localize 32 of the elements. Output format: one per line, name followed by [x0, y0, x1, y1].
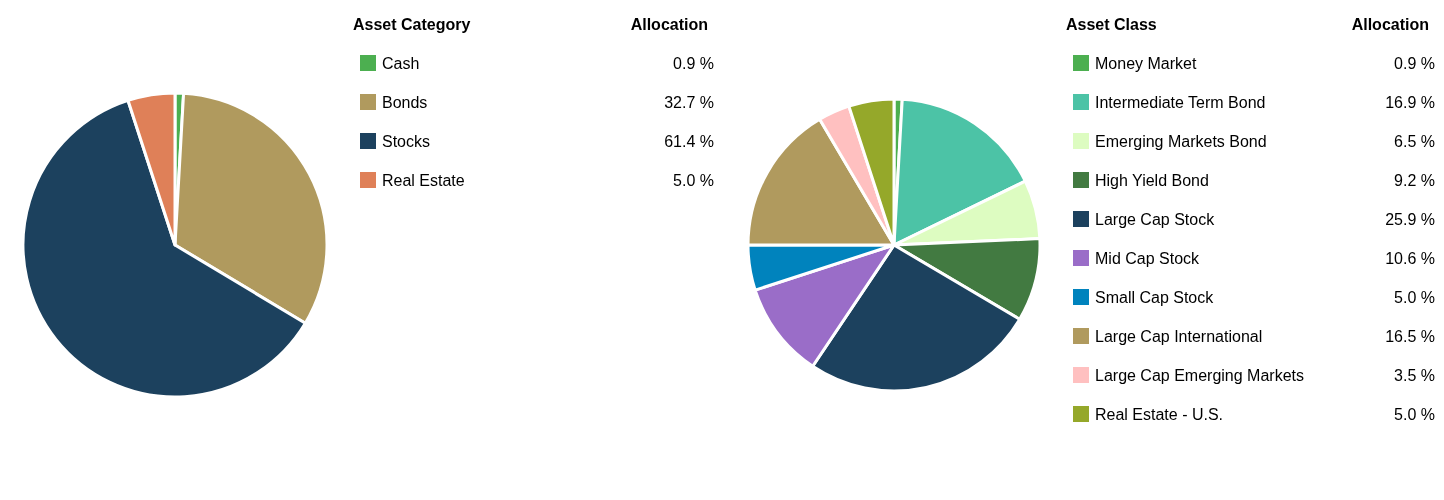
legend-label: Small Cap Stock [1095, 288, 1215, 306]
legend-title: Asset Class [1066, 15, 1157, 33]
legend-label: High Yield Bond [1095, 171, 1209, 189]
data-label: 5.0 % [1394, 405, 1435, 423]
legend-label: Bonds [382, 93, 428, 111]
text: Allocation [630, 15, 709, 33]
legend-label: Large Cap Emerging Markets [1095, 366, 1304, 384]
data-label: 16.5 % [1385, 327, 1435, 345]
legend-label: Money Market [1095, 54, 1197, 72]
data-label: 3.5 % [1394, 366, 1435, 384]
data-label: 6.5 % [1394, 132, 1435, 150]
data-label: 16.9 % [1385, 93, 1435, 111]
legend-label: Mid Cap Stock [1095, 249, 1201, 267]
data-label: 5.0 % [673, 171, 714, 189]
legend-label: Large Cap International [1095, 327, 1263, 345]
data-label: 25.9 % [1385, 210, 1435, 228]
legend-label: Large Cap Stock [1095, 210, 1216, 228]
legend-title: Asset Category [353, 15, 471, 33]
data-label: 10.6 % [1385, 249, 1435, 267]
data-label: 0.9 % [673, 54, 714, 72]
legend-label: Real Estate [382, 171, 465, 189]
data-label: 9.2 % [1394, 171, 1435, 189]
legend-label: Emerging Markets Bond [1095, 132, 1267, 150]
legend-label: Real Estate - U.S. [1095, 405, 1224, 423]
legend-label: Cash [382, 54, 420, 72]
data-label: 61.4 % [664, 132, 714, 150]
text: Allocation [1351, 15, 1430, 33]
data-label: 5.0 % [1394, 288, 1435, 306]
legend-label: Intermediate Term Bond [1095, 93, 1266, 111]
legend-label: Stocks [382, 132, 431, 150]
data-label: 0.9 % [1394, 54, 1435, 72]
data-label: 32.7 % [664, 93, 714, 111]
